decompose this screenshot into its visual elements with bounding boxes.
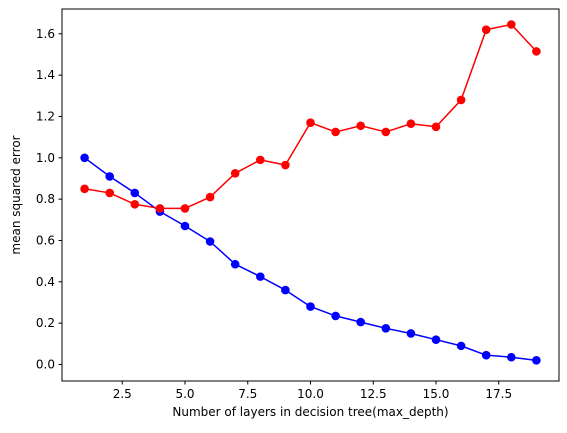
- x-tick-label: 15.0: [423, 387, 450, 401]
- x-tick-label: 7.5: [238, 387, 257, 401]
- y-tick-label: 0.0: [36, 357, 55, 371]
- series-2-point: [155, 204, 165, 213]
- plot-area: [80, 20, 541, 365]
- series-1-point: [331, 311, 340, 321]
- series-1-point: [205, 237, 215, 246]
- x-tick-label: 12.5: [360, 387, 387, 401]
- y-tick-label: 1.2: [36, 109, 55, 123]
- series-1-point: [532, 356, 541, 365]
- series-line-2: [84, 23, 537, 210]
- series-1-point: [80, 153, 89, 163]
- x-tick-label: 2.5: [113, 387, 132, 401]
- y-tick-label: 0.8: [36, 192, 55, 206]
- series-line-1: [84, 157, 537, 362]
- series-1-point: [356, 317, 366, 327]
- series-2-point: [281, 160, 290, 170]
- x-tick-label: 17.5: [485, 387, 512, 401]
- series-1-point: [230, 259, 240, 269]
- series-1-point: [406, 329, 416, 338]
- series-2-point: [180, 204, 190, 213]
- series-1-point: [507, 352, 516, 362]
- series-1-point: [281, 285, 290, 295]
- series-2-point: [481, 25, 491, 34]
- series-2-point: [331, 127, 340, 137]
- y-tick-label: 1.6: [36, 27, 55, 41]
- series-2-point: [205, 192, 215, 202]
- x-tick-label: 10.0: [297, 387, 324, 401]
- series-2-point: [255, 155, 265, 165]
- series-2-point: [532, 47, 541, 56]
- y-axis-label: mean squared error: [9, 135, 23, 254]
- series-2-point: [381, 127, 391, 137]
- series-2-point: [356, 121, 366, 131]
- series-1-point: [180, 221, 190, 231]
- y-tick-label: 0.6: [36, 233, 55, 247]
- series-2-point: [406, 119, 416, 128]
- series-1-point: [105, 172, 114, 181]
- series-1-point: [130, 188, 140, 198]
- x-tick-label: 5.0: [175, 387, 194, 401]
- y-tick-label: 1.4: [36, 68, 55, 82]
- series-2-point: [456, 95, 466, 105]
- axes: 2.5 5.0 7.5 10.0 12.5 15.0 17.5 0.0 0.2 0.4 0.6 0.8…: [36, 27, 512, 401]
- series-2-point: [431, 122, 441, 132]
- y-tick-label: 0.4: [36, 275, 55, 289]
- series-1-point: [306, 302, 315, 311]
- series-1-point: [255, 272, 265, 281]
- series-1-point: [381, 324, 391, 333]
- x-axis-label: Number of layers in decision tree(max_de…: [172, 405, 448, 419]
- series-2-point: [306, 118, 315, 127]
- y-tick-label: 0.2: [36, 316, 55, 330]
- series-2-point: [80, 184, 89, 194]
- series-1-point: [431, 335, 441, 344]
- series-2-point: [130, 200, 140, 209]
- y-tick-label: 1.0: [36, 151, 55, 165]
- series-1-point: [481, 350, 491, 360]
- series-1-point: [456, 341, 466, 351]
- series-2-point: [105, 188, 114, 198]
- series-2-point: [507, 20, 516, 29]
- series-2-point: [230, 169, 240, 178]
